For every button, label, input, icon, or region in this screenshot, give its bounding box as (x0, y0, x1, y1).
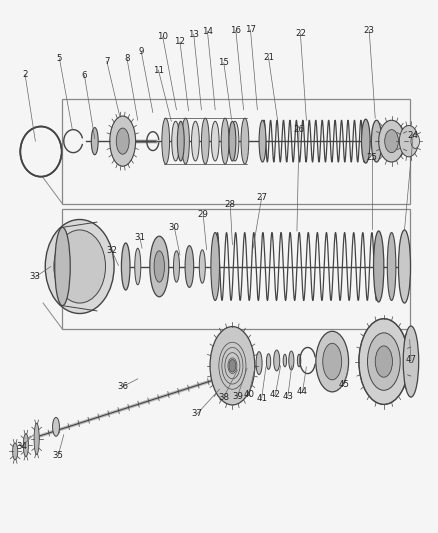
Text: 21: 21 (262, 53, 273, 62)
Ellipse shape (149, 236, 168, 297)
Text: 15: 15 (218, 58, 229, 67)
Text: 26: 26 (293, 125, 304, 134)
Ellipse shape (367, 333, 399, 390)
Ellipse shape (177, 122, 184, 161)
Text: 10: 10 (157, 32, 168, 41)
Text: 13: 13 (188, 29, 199, 38)
Ellipse shape (54, 230, 105, 303)
Text: 45: 45 (338, 379, 349, 389)
Text: 42: 42 (269, 390, 280, 399)
Text: 17: 17 (244, 26, 255, 35)
Ellipse shape (273, 350, 279, 371)
Text: 24: 24 (406, 132, 418, 140)
Text: 27: 27 (256, 193, 267, 202)
Text: 6: 6 (81, 71, 87, 80)
Ellipse shape (45, 220, 114, 313)
Ellipse shape (266, 354, 270, 369)
Text: 5: 5 (57, 54, 62, 63)
Text: 29: 29 (197, 210, 208, 219)
Text: 32: 32 (106, 246, 117, 255)
Ellipse shape (209, 327, 254, 405)
Ellipse shape (283, 354, 286, 367)
Ellipse shape (154, 251, 164, 282)
Text: 25: 25 (366, 154, 377, 163)
Ellipse shape (199, 250, 205, 283)
Text: 40: 40 (243, 390, 254, 399)
Ellipse shape (398, 230, 410, 303)
Text: 16: 16 (230, 26, 241, 35)
Text: 33: 33 (30, 272, 41, 281)
Text: 38: 38 (218, 393, 229, 401)
Ellipse shape (399, 125, 417, 157)
Text: 43: 43 (282, 392, 293, 400)
Ellipse shape (210, 232, 219, 301)
Ellipse shape (121, 243, 130, 290)
Ellipse shape (116, 128, 129, 154)
Text: 47: 47 (405, 355, 416, 364)
Text: 41: 41 (256, 394, 267, 402)
Ellipse shape (110, 116, 135, 166)
Ellipse shape (229, 359, 235, 372)
Ellipse shape (13, 443, 18, 460)
Ellipse shape (374, 346, 392, 377)
Ellipse shape (297, 354, 300, 367)
Ellipse shape (371, 120, 381, 162)
Text: 30: 30 (169, 223, 180, 232)
Ellipse shape (23, 434, 28, 457)
Ellipse shape (315, 332, 348, 392)
Text: 11: 11 (152, 66, 163, 75)
Ellipse shape (55, 228, 70, 306)
Ellipse shape (384, 130, 398, 152)
Ellipse shape (322, 343, 341, 380)
Ellipse shape (53, 417, 59, 436)
Text: 7: 7 (104, 56, 110, 66)
Ellipse shape (410, 134, 419, 149)
Text: 34: 34 (16, 442, 27, 451)
Ellipse shape (91, 127, 98, 155)
Ellipse shape (258, 120, 265, 162)
Text: 28: 28 (224, 200, 235, 209)
Text: 36: 36 (117, 382, 128, 391)
Ellipse shape (34, 423, 39, 455)
Ellipse shape (255, 352, 261, 375)
Text: 14: 14 (201, 27, 212, 36)
Text: 44: 44 (297, 387, 307, 397)
Ellipse shape (181, 118, 189, 164)
Text: 39: 39 (232, 392, 243, 400)
Ellipse shape (386, 232, 395, 301)
Ellipse shape (240, 118, 248, 164)
Ellipse shape (221, 118, 229, 164)
Ellipse shape (211, 122, 219, 161)
Text: 37: 37 (191, 409, 202, 418)
Ellipse shape (360, 119, 369, 163)
Ellipse shape (185, 246, 193, 287)
Text: 22: 22 (294, 29, 305, 38)
Ellipse shape (230, 122, 238, 161)
Ellipse shape (288, 351, 293, 370)
Ellipse shape (134, 248, 141, 285)
Text: 12: 12 (174, 37, 185, 46)
Ellipse shape (378, 120, 403, 162)
Ellipse shape (358, 319, 408, 405)
Text: 35: 35 (53, 451, 64, 460)
Ellipse shape (229, 122, 235, 161)
Ellipse shape (201, 118, 208, 164)
Ellipse shape (402, 326, 418, 397)
Text: 31: 31 (134, 233, 145, 243)
Ellipse shape (191, 122, 199, 161)
Ellipse shape (171, 122, 179, 161)
Text: 8: 8 (124, 54, 130, 63)
Ellipse shape (373, 231, 383, 302)
Text: 23: 23 (363, 26, 374, 35)
Text: 9: 9 (138, 47, 144, 56)
Ellipse shape (173, 251, 179, 282)
Text: 2: 2 (22, 70, 28, 79)
Ellipse shape (162, 118, 169, 164)
